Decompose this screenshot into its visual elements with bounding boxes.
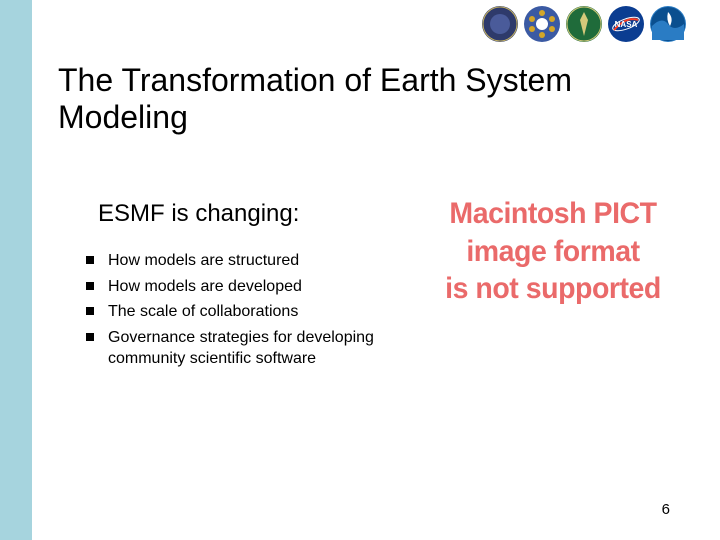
bullet-text: Governance strategies for developing com… [108, 327, 386, 370]
page-number: 6 [662, 501, 670, 518]
slide: NASA The Transformation of Earth System … [0, 0, 720, 540]
logo-noaa [650, 6, 686, 42]
bullet-text: How models are structured [108, 250, 299, 272]
bullet-square-icon [86, 282, 94, 290]
agency-logos-row: NASA [482, 6, 686, 42]
bullet-item: How models are structured [86, 250, 386, 272]
logo-nasa: NASA [608, 6, 644, 42]
bullet-text: The scale of collaborations [108, 301, 298, 323]
bullet-text: How models are developed [108, 276, 302, 298]
pict-placeholder: Macintosh PICT image format is not suppo… [434, 195, 672, 308]
bullet-item: How models are developed [86, 276, 386, 298]
pict-line-3: is not supported [434, 270, 672, 308]
bullet-square-icon [86, 256, 94, 264]
pict-line-1: Macintosh PICT [434, 195, 672, 233]
bullet-item: Governance strategies for developing com… [86, 327, 386, 370]
slide-subtitle: ESMF is changing: [98, 200, 299, 228]
pict-line-2: image format [434, 233, 672, 271]
bullet-square-icon [86, 307, 94, 315]
logo-doe [566, 6, 602, 42]
bullet-item: The scale of collaborations [86, 301, 386, 323]
logo-nsf [524, 6, 560, 42]
slide-title: The Transformation of Earth System Model… [58, 62, 658, 136]
bullet-list: How models are structured How models are… [86, 250, 386, 374]
bullet-square-icon [86, 333, 94, 341]
logo-seal-1 [482, 6, 518, 42]
left-accent-bar [0, 0, 32, 540]
svg-text:NASA: NASA [615, 20, 638, 29]
